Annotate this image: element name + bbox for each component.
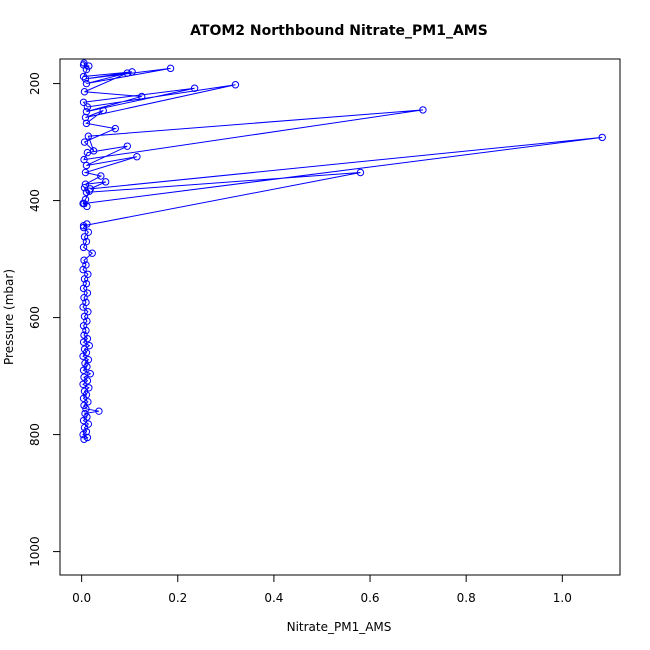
- data-point: [82, 107, 91, 116]
- data-point: [231, 81, 240, 89]
- data-point: [80, 155, 88, 164]
- y-tick-label: 800: [28, 423, 42, 446]
- data-point: [79, 72, 88, 81]
- x-axis: 0.0 0.2 0.4 0.6 0.8 1.0: [72, 574, 572, 605]
- plot-frame: [59, 58, 621, 576]
- data-point: [83, 317, 91, 325]
- data-point: [82, 348, 91, 357]
- y-tick-label: 600: [28, 306, 42, 329]
- data-point: [79, 61, 88, 69]
- data-point: [83, 289, 92, 297]
- data-point: [84, 228, 93, 236]
- data-point: [81, 195, 90, 204]
- data-point: [80, 345, 89, 353]
- data-point: [85, 341, 94, 350]
- x-tick-label: 0.0: [72, 591, 91, 605]
- data-point: [81, 180, 90, 188]
- data-point: [166, 64, 175, 73]
- data-point: [80, 256, 88, 264]
- data-point: [84, 308, 92, 316]
- data-point: [82, 279, 91, 288]
- data-point: [80, 199, 88, 208]
- data-point: [86, 185, 94, 193]
- data-point: [598, 133, 606, 142]
- data-point: [95, 407, 103, 415]
- y-tick-label: 1000: [28, 536, 42, 567]
- data-point: [85, 384, 93, 392]
- data-point: [84, 356, 93, 364]
- x-tick-label: 1.0: [553, 591, 572, 605]
- data-point: [81, 409, 89, 418]
- data-point: [81, 168, 90, 177]
- data-point: [356, 168, 365, 177]
- data-point: [80, 331, 88, 339]
- data-point: [80, 233, 89, 241]
- data-point: [123, 69, 131, 77]
- data-point: [82, 79, 91, 88]
- data-point: [84, 420, 93, 428]
- data-point: [81, 75, 90, 83]
- y-axis: 200 400 600 800 1000: [28, 72, 61, 567]
- data-point: [79, 243, 88, 252]
- data-point: [82, 405, 90, 413]
- x-tick-label: 0.8: [457, 591, 476, 605]
- data-point: [82, 391, 91, 399]
- data-point: [88, 249, 96, 257]
- data-point: [80, 138, 89, 146]
- data-point: [83, 363, 91, 371]
- x-tick-label: 0.4: [264, 591, 283, 605]
- y-axis-label: Pressure (mbar): [2, 269, 16, 365]
- data-point: [138, 92, 146, 101]
- data-point: [80, 373, 88, 381]
- data-point: [79, 98, 88, 106]
- data-point: [80, 88, 89, 96]
- data-point: [79, 222, 88, 230]
- data-point: [89, 147, 98, 155]
- plot-area: [79, 59, 606, 443]
- data-point: [82, 298, 90, 307]
- data-point: [84, 132, 93, 140]
- data-point: [83, 103, 92, 111]
- chart-title: ATOM2 Northbound Nitrate_PM1_AMS: [190, 23, 488, 39]
- data-point: [82, 261, 90, 269]
- x-tick-label: 0.6: [360, 591, 379, 605]
- data-point: [190, 84, 199, 92]
- data-point: [128, 68, 136, 76]
- data-point: [84, 270, 92, 278]
- data-point: [111, 124, 119, 133]
- data-point: [97, 172, 105, 180]
- series-line: [82, 61, 603, 440]
- data-point: [82, 237, 91, 246]
- data-point: [82, 326, 90, 335]
- data-point: [133, 153, 141, 161]
- data-point: [82, 427, 91, 436]
- data-point: [99, 106, 107, 115]
- y-tick-label: 200: [28, 72, 42, 95]
- data-point: [123, 142, 131, 150]
- data-point: [101, 178, 110, 186]
- x-axis-label: Nitrate_PM1_AMS: [287, 620, 392, 634]
- x-tick-label: 0.2: [168, 591, 187, 605]
- data-point: [419, 106, 427, 114]
- data-point: [83, 413, 91, 421]
- data-point: [86, 370, 94, 378]
- y-tick-label: 400: [28, 189, 42, 212]
